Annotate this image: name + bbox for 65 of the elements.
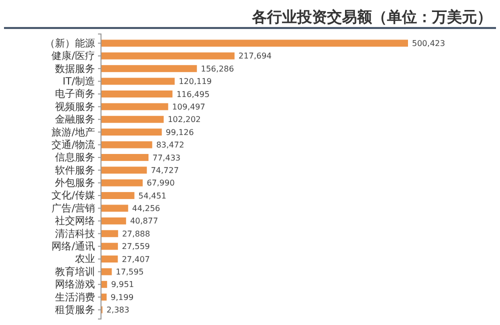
y-tick-label: 信息服务 <box>55 152 95 164</box>
y-tick-label: IT/制造 <box>62 75 95 88</box>
bar <box>101 204 128 212</box>
data-label: 120,119 <box>178 77 212 86</box>
data-label: 17,595 <box>116 268 144 277</box>
data-label: 40,877 <box>130 216 158 226</box>
bar <box>101 116 164 123</box>
data-label: 116,495 <box>176 90 210 99</box>
data-label: 27,888 <box>122 229 150 238</box>
bar <box>101 141 152 148</box>
bar <box>101 179 143 186</box>
y-tick-label: 数据服务 <box>55 62 95 75</box>
bar <box>101 280 108 288</box>
y-tick-label: （新）能源 <box>45 37 95 50</box>
y-tick-label: 生活消费 <box>55 291 95 304</box>
data-label: 156,286 <box>200 64 234 74</box>
bar <box>101 90 172 98</box>
data-label: 9,199 <box>110 292 134 302</box>
bar <box>101 154 149 161</box>
y-tick-label: 清洁科技 <box>55 228 95 240</box>
data-label: 109,497 <box>172 102 206 112</box>
bar <box>101 78 175 85</box>
bar <box>101 166 147 174</box>
bar <box>101 268 112 276</box>
y-tick-label: 旅游/地产 <box>52 126 95 138</box>
data-label: 27,407 <box>122 254 150 264</box>
y-tick-label: 社交网络 <box>55 215 95 228</box>
bar <box>101 128 162 136</box>
y-tick-label: 外包服务 <box>55 177 95 190</box>
bar <box>101 256 118 263</box>
bar <box>101 230 118 238</box>
y-tick-label: 网络游戏 <box>55 278 95 291</box>
y-tick-label: 广告/营销 <box>52 202 95 214</box>
data-label: 99,126 <box>166 128 194 137</box>
y-tick-label: 教育培训 <box>55 266 95 278</box>
y-tick-label: 租赁服务 <box>55 304 95 316</box>
bar <box>101 65 197 72</box>
bar <box>101 103 168 110</box>
y-tick-label: 文化/传媒 <box>52 190 95 202</box>
bar <box>101 217 126 224</box>
data-label: 217,694 <box>238 52 272 61</box>
data-label: 27,559 <box>122 242 150 252</box>
bar <box>101 192 134 200</box>
data-label: 67,990 <box>146 178 175 188</box>
chart-title: 各行业投资交易额（单位：万美元） <box>251 8 492 26</box>
y-tick-label: 金融服务 <box>55 114 95 126</box>
y-tick-label: 网络/通讯 <box>52 240 95 253</box>
y-tick-label: 健康/医疗 <box>52 50 95 62</box>
y-tick-label: 软件服务 <box>55 164 95 176</box>
data-label: 77,433 <box>152 153 181 162</box>
data-label: 74,727 <box>150 166 179 175</box>
y-tick-label: 农业 <box>75 253 95 266</box>
bar <box>101 52 235 60</box>
data-label: 9,951 <box>111 280 134 290</box>
data-label: 2,383 <box>106 306 130 315</box>
bar <box>101 40 408 47</box>
y-tick-label: 交通/物流 <box>52 138 95 151</box>
data-label: 500,423 <box>412 39 446 48</box>
data-label: 83,472 <box>156 140 184 150</box>
data-label: 44,256 <box>132 204 160 214</box>
y-tick-label: 电子商务 <box>55 88 95 100</box>
bar <box>101 242 118 250</box>
data-label: 102,202 <box>168 115 201 124</box>
data-label: 54,451 <box>138 191 166 200</box>
y-tick-label: 视频服务 <box>55 100 95 113</box>
